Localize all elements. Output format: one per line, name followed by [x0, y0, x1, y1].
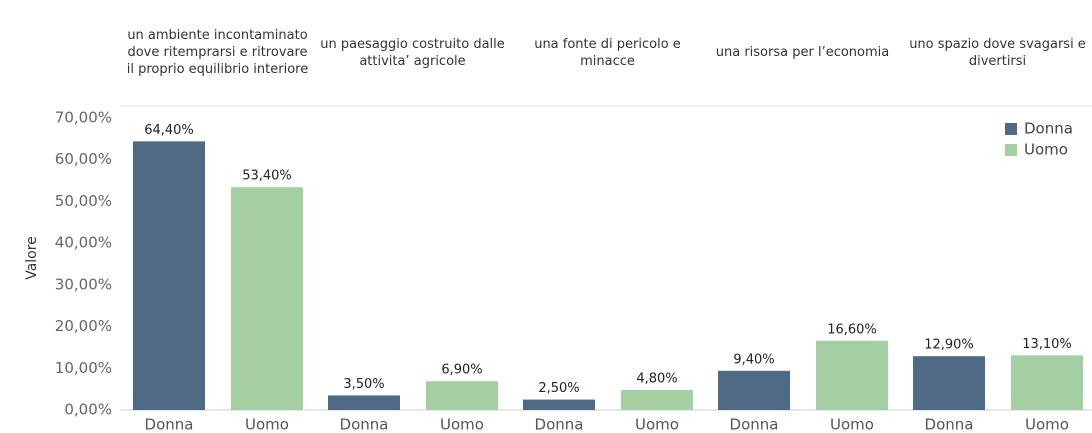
value-label: 9,40% [733, 352, 774, 367]
group-header: uno spazio dove svagarsi e divertirsi [909, 36, 1086, 69]
y-tick-label: 20,00% [55, 317, 112, 335]
y-tick-label: 60,00% [55, 150, 112, 168]
x-tick-label: Donna [145, 416, 194, 433]
bar [426, 381, 498, 410]
y-tick-label: 70,00% [55, 109, 112, 127]
value-label: 4,80% [636, 371, 677, 386]
bar [913, 356, 985, 410]
legend-label: Donna [1024, 120, 1073, 138]
x-tick-label: Uomo [245, 416, 289, 433]
value-label: 16,60% [827, 322, 877, 337]
x-tick-label: Donna [730, 416, 779, 433]
bar [621, 389, 693, 410]
bar [1011, 355, 1083, 410]
value-label: 12,90% [924, 338, 974, 353]
value-label: 6,90% [441, 363, 482, 378]
x-tick-label: Donna [925, 416, 974, 433]
group-header: una risorsa per l’economia [715, 45, 890, 60]
legend-swatch [1005, 123, 1017, 135]
bar [523, 399, 595, 410]
x-tick-label: Donna [340, 416, 389, 433]
y-axis-title: Valore [24, 236, 40, 280]
bar [718, 370, 790, 410]
x-tick-label: Uomo [1025, 416, 1069, 433]
bar [133, 141, 205, 411]
legend-swatch [1005, 144, 1017, 156]
value-label: 2,50% [538, 381, 579, 396]
x-tick-label: Uomo [440, 416, 484, 433]
y-tick-label: 10,00% [55, 359, 112, 377]
bar [328, 395, 400, 410]
value-label: 13,10% [1022, 337, 1072, 352]
bar [231, 187, 303, 410]
value-label: 53,40% [242, 169, 292, 184]
value-label: 64,40% [144, 123, 194, 138]
x-tick-label: Uomo [830, 416, 874, 433]
y-tick-label: 40,00% [55, 234, 112, 252]
x-tick-label: Uomo [635, 416, 679, 433]
group-header: una fonte di pericolo e minacce [534, 36, 681, 69]
bar [816, 340, 888, 410]
group-header: un paesaggio costruito dalle attivita’ a… [320, 36, 505, 69]
legend-label: Uomo [1024, 141, 1068, 159]
x-tick-label: Donna [535, 416, 584, 433]
group-header: un ambiente incontaminato dove ritemprar… [126, 28, 309, 77]
y-tick-label: 50,00% [55, 192, 112, 210]
y-tick-label: 30,00% [55, 275, 112, 293]
y-tick-label: 0,00% [64, 401, 112, 419]
value-label: 3,50% [343, 377, 384, 392]
